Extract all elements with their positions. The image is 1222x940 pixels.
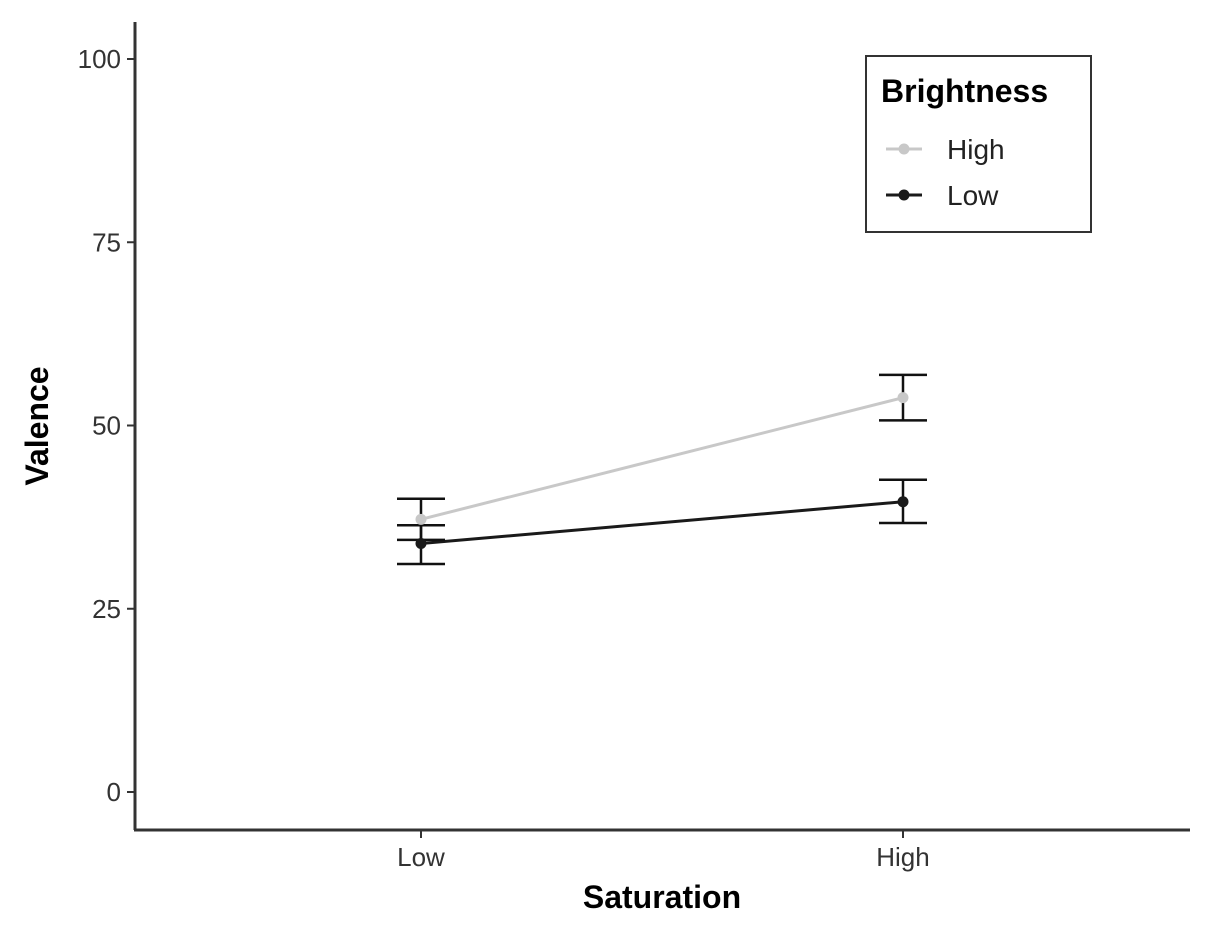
legend-label: Low: [947, 180, 999, 211]
series-line-high: [420, 396, 904, 521]
y-tick-label: 100: [78, 44, 121, 74]
series-line-low: [420, 500, 904, 546]
error-bars: [397, 373, 927, 566]
legend: Brightness High Low: [865, 55, 1092, 233]
data-point-high: [897, 392, 909, 404]
y-axis-title: Valence: [19, 366, 55, 485]
y-tick-label: 50: [92, 411, 121, 441]
legend-entry: Low: [886, 180, 999, 211]
x-tick-label: High: [876, 842, 929, 872]
legend-key-point: [898, 189, 910, 201]
x-tick-label: Low: [397, 842, 445, 872]
series-lines: [420, 396, 904, 546]
legend-entry: High: [886, 134, 1005, 165]
legend-key-point: [898, 143, 910, 155]
data-point-low: [415, 538, 427, 550]
legend-label: High: [947, 134, 1005, 165]
legend-title: Brightness: [881, 73, 1048, 109]
x-axis-title: Saturation: [583, 879, 741, 915]
y-tick-label: 0: [107, 777, 121, 807]
y-tick-label: 25: [92, 594, 121, 624]
legend-entries: High Low: [886, 134, 1005, 211]
y-tick-label: 75: [92, 227, 121, 257]
y-ticks: 0 25 50 75 100: [78, 44, 135, 807]
data-point-high: [415, 513, 427, 525]
data-point-low: [897, 496, 909, 508]
data-points: [415, 392, 909, 550]
x-ticks: Low High: [397, 830, 930, 872]
